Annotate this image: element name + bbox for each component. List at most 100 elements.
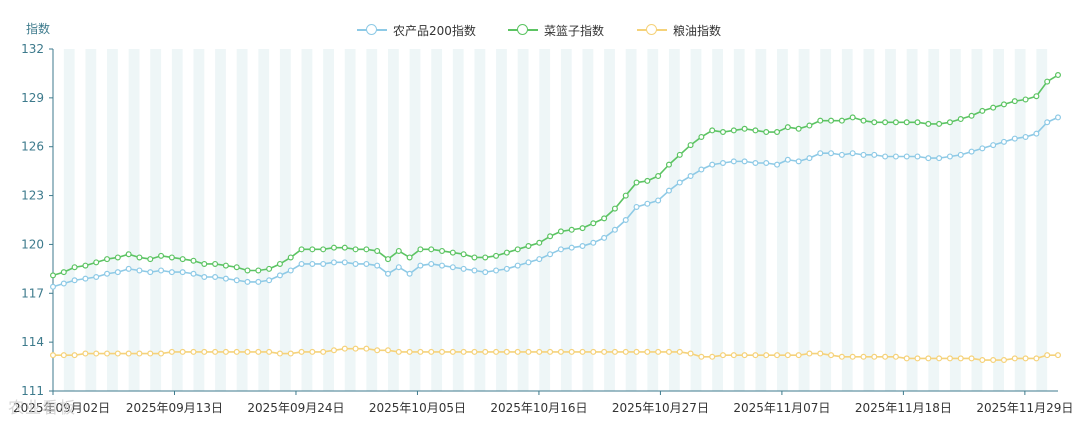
data-point[interactable] [1011, 355, 1018, 362]
data-point[interactable] [795, 125, 802, 132]
data-point[interactable] [557, 348, 564, 355]
data-point[interactable] [49, 352, 56, 359]
data-point[interactable] [871, 119, 878, 126]
data-point[interactable] [82, 262, 89, 269]
data-point[interactable] [828, 117, 835, 124]
data-point[interactable] [687, 350, 694, 357]
data-point[interactable] [946, 355, 953, 362]
data-point[interactable] [860, 117, 867, 124]
data-point[interactable] [255, 267, 262, 274]
data-point[interactable] [482, 254, 489, 261]
data-point[interactable] [817, 150, 824, 157]
data-point[interactable] [341, 345, 348, 352]
data-point[interactable] [201, 274, 208, 281]
data-point[interactable] [774, 129, 781, 136]
data-point[interactable] [622, 192, 629, 199]
data-point[interactable] [482, 348, 489, 355]
data-point[interactable] [82, 350, 89, 357]
data-point[interactable] [244, 267, 251, 274]
data-point[interactable] [1054, 114, 1061, 121]
data-point[interactable] [633, 203, 640, 210]
data-point[interactable] [201, 260, 208, 267]
data-point[interactable] [471, 254, 478, 261]
data-point[interactable] [579, 225, 586, 232]
data-point[interactable] [990, 357, 997, 364]
data-point[interactable] [158, 350, 165, 357]
data-point[interactable] [644, 348, 651, 355]
data-point[interactable] [752, 352, 759, 359]
data-point[interactable] [946, 153, 953, 160]
data-point[interactable] [287, 267, 294, 274]
data-point[interactable] [428, 348, 435, 355]
data-point[interactable] [784, 124, 791, 131]
data-point[interactable] [590, 220, 597, 227]
data-point[interactable] [828, 150, 835, 157]
data-point[interactable] [136, 254, 143, 261]
data-point[interactable] [233, 264, 240, 271]
data-point[interactable] [244, 278, 251, 285]
data-point[interactable] [320, 260, 327, 267]
data-point[interactable] [806, 155, 813, 162]
data-point[interactable] [374, 262, 381, 269]
data-point[interactable] [1011, 135, 1018, 142]
data-point[interactable] [449, 264, 456, 271]
data-point[interactable] [1022, 355, 1029, 362]
data-point[interactable] [752, 160, 759, 167]
data-point[interactable] [1033, 93, 1040, 100]
data-point[interactable] [557, 246, 564, 253]
data-point[interactable] [136, 350, 143, 357]
data-point[interactable] [557, 228, 564, 235]
data-point[interactable] [222, 348, 229, 355]
data-point[interactable] [968, 148, 975, 155]
data-point[interactable] [590, 239, 597, 246]
data-point[interactable] [341, 259, 348, 266]
data-point[interactable] [395, 264, 402, 271]
data-point[interactable] [352, 345, 359, 352]
data-point[interactable] [1000, 357, 1007, 364]
data-point[interactable] [104, 350, 111, 357]
data-point[interactable] [514, 348, 521, 355]
data-point[interactable] [190, 348, 197, 355]
data-point[interactable] [125, 251, 132, 258]
data-point[interactable] [179, 348, 186, 355]
data-point[interactable] [1011, 98, 1018, 105]
data-point[interactable] [82, 275, 89, 282]
data-point[interactable] [158, 267, 165, 274]
data-point[interactable] [611, 205, 618, 212]
data-point[interactable] [1033, 355, 1040, 362]
data-point[interactable] [849, 150, 856, 157]
data-point[interactable] [882, 153, 889, 160]
data-point[interactable] [1033, 130, 1040, 137]
data-point[interactable] [763, 352, 770, 359]
data-point[interactable] [882, 353, 889, 360]
data-point[interactable] [93, 350, 100, 357]
data-point[interactable] [190, 257, 197, 264]
legend-item-series-1[interactable]: 农产品200指数 [357, 18, 476, 42]
data-point[interactable] [136, 267, 143, 274]
data-point[interactable] [817, 350, 824, 357]
data-point[interactable] [698, 133, 705, 140]
data-point[interactable] [838, 117, 845, 124]
data-point[interactable] [201, 348, 208, 355]
data-point[interactable] [903, 119, 910, 126]
data-point[interactable] [93, 259, 100, 266]
data-point[interactable] [428, 260, 435, 267]
data-point[interactable] [352, 260, 359, 267]
data-point[interactable] [644, 177, 651, 184]
data-point[interactable] [125, 350, 132, 357]
data-point[interactable] [655, 173, 662, 180]
data-point[interactable] [363, 345, 370, 352]
data-point[interactable] [439, 262, 446, 269]
data-point[interactable] [266, 265, 273, 272]
data-point[interactable] [892, 153, 899, 160]
data-point[interactable] [547, 251, 554, 258]
data-point[interactable] [179, 269, 186, 276]
data-point[interactable] [957, 116, 964, 123]
data-point[interactable] [665, 161, 672, 168]
data-point[interactable] [385, 256, 392, 263]
data-point[interactable] [1054, 352, 1061, 359]
data-point[interactable] [71, 352, 78, 359]
data-point[interactable] [93, 274, 100, 281]
data-point[interactable] [914, 153, 921, 160]
data-point[interactable] [255, 278, 262, 285]
